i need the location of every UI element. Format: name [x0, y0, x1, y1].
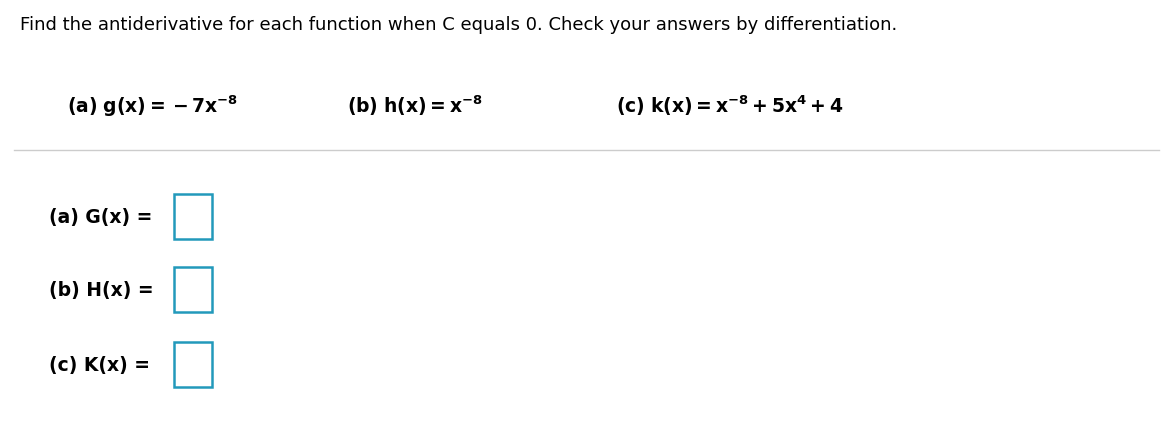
FancyBboxPatch shape [175, 194, 212, 240]
FancyBboxPatch shape [175, 342, 212, 387]
Text: $\mathbf{(b)\ h(x) = x^{-8}}$: $\mathbf{(b)\ h(x) = x^{-8}}$ [347, 93, 483, 118]
Text: (c) K(x) =: (c) K(x) = [49, 355, 157, 374]
Text: (b) H(x) =: (b) H(x) = [49, 280, 161, 299]
Text: $\mathbf{(a)\ g(x) = -7x^{-8}}$: $\mathbf{(a)\ g(x) = -7x^{-8}}$ [67, 93, 238, 118]
Text: (a) G(x) =: (a) G(x) = [49, 207, 160, 227]
FancyBboxPatch shape [175, 267, 212, 312]
Text: $\mathbf{(c)\ k(x) = x^{-8} + 5x^{4} + 4}$: $\mathbf{(c)\ k(x) = x^{-8} + 5x^{4} + 4… [616, 93, 843, 118]
Text: Find the antiderivative for each function when C equals 0. Check your answers by: Find the antiderivative for each functio… [20, 16, 897, 33]
